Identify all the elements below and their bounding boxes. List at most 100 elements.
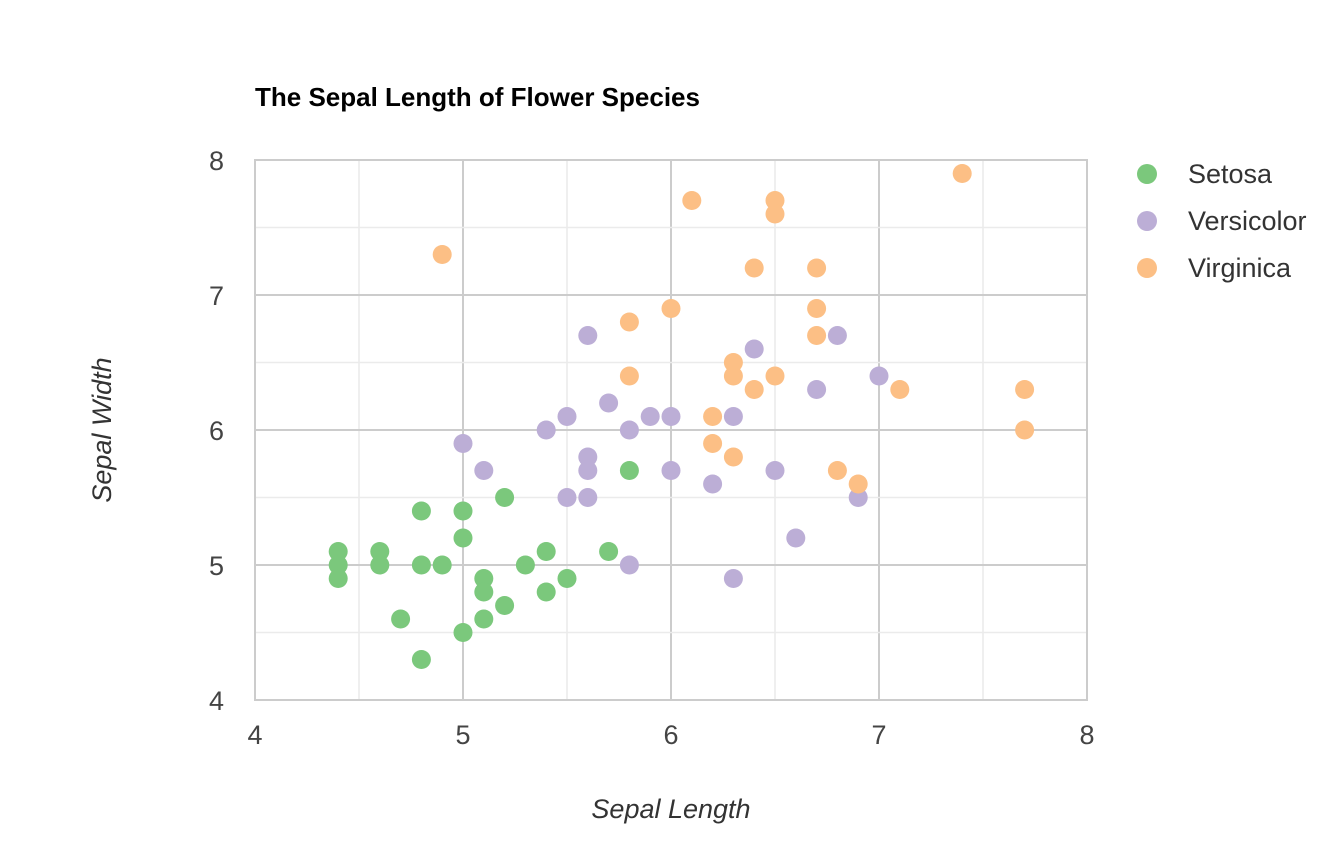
data-point-versicolor — [640, 407, 660, 426]
data-point-versicolor — [661, 407, 681, 426]
data-point-setosa — [370, 542, 390, 561]
data-point-versicolor — [453, 434, 473, 453]
data-point-versicolor — [599, 393, 619, 413]
y-tick-label: 5 — [209, 551, 224, 581]
data-point-setosa — [495, 488, 515, 507]
y-tick-label: 4 — [209, 686, 224, 716]
data-point-setosa — [515, 555, 535, 575]
data-point-versicolor — [578, 447, 598, 467]
data-point-virginica — [807, 326, 827, 345]
data-point-virginica — [703, 407, 723, 426]
data-point-versicolor — [765, 461, 785, 480]
data-point-virginica — [744, 258, 764, 278]
x-tick-label: 8 — [1079, 720, 1094, 750]
data-point-virginica — [619, 366, 639, 386]
data-point-versicolor — [786, 528, 806, 548]
data-point-virginica — [952, 164, 972, 183]
data-point-setosa — [328, 569, 348, 588]
data-point-virginica — [1015, 380, 1035, 399]
data-point-setosa — [536, 582, 556, 602]
data-point-versicolor — [807, 380, 827, 399]
legend-item-versicolor: Versicolor — [1137, 206, 1307, 236]
legend-label: Setosa — [1188, 159, 1273, 189]
data-point-versicolor — [619, 420, 639, 440]
data-point-setosa — [411, 650, 431, 669]
data-point-versicolor — [661, 461, 681, 480]
data-point-setosa — [411, 501, 431, 521]
data-point-versicolor — [703, 474, 723, 494]
data-point-versicolor — [578, 488, 598, 507]
legend-item-virginica: Virginica — [1137, 253, 1292, 283]
data-point-setosa — [453, 528, 473, 548]
data-point-virginica — [807, 299, 827, 318]
data-point-setosa — [328, 542, 348, 561]
data-point-versicolor — [474, 461, 494, 480]
data-point-versicolor — [578, 326, 598, 345]
data-point-virginica — [723, 447, 743, 467]
data-point-versicolor — [557, 488, 577, 507]
data-point-virginica — [765, 191, 785, 210]
data-point-setosa — [474, 582, 494, 602]
data-point-virginica — [723, 353, 743, 372]
y-tick-label: 8 — [209, 146, 224, 176]
data-point-virginica — [807, 258, 827, 278]
legend-item-setosa: Setosa — [1137, 159, 1273, 189]
series-versicolor — [453, 326, 889, 588]
data-point-versicolor — [848, 488, 868, 507]
plot-frame — [254, 159, 1088, 701]
data-point-versicolor — [723, 407, 743, 426]
x-tick-label: 7 — [871, 720, 886, 750]
data-point-setosa — [619, 461, 639, 480]
data-point-virginica — [744, 380, 764, 399]
data-point-setosa — [536, 542, 556, 561]
data-point-virginica — [619, 312, 639, 332]
x-tick-label: 5 — [455, 720, 470, 750]
data-point-virginica — [848, 474, 868, 494]
data-point-virginica — [682, 191, 702, 210]
data-point-setosa — [328, 555, 348, 575]
data-point-setosa — [495, 596, 515, 615]
legend-label: Virginica — [1188, 253, 1292, 283]
legend-label: Versicolor — [1188, 206, 1307, 236]
legend-marker — [1137, 164, 1157, 184]
data-point-setosa — [474, 609, 494, 629]
data-point-setosa — [599, 542, 619, 561]
y-tick-label: 6 — [209, 416, 224, 446]
data-point-setosa — [370, 555, 390, 575]
legend-marker — [1137, 258, 1157, 278]
data-point-versicolor — [869, 366, 889, 386]
data-point-virginica — [827, 461, 847, 480]
data-point-virginica — [703, 434, 723, 453]
x-tick-label: 4 — [247, 720, 262, 750]
data-point-setosa — [453, 623, 473, 642]
data-point-versicolor — [578, 461, 598, 480]
plot-grid — [254, 159, 1088, 701]
data-point-virginica — [432, 245, 452, 264]
data-point-versicolor — [827, 326, 847, 345]
chart-title: The Sepal Length of Flower Species — [255, 82, 700, 112]
data-point-virginica — [723, 366, 743, 386]
x-axis-label: Sepal Length — [591, 794, 750, 824]
series-setosa — [328, 461, 639, 669]
y-tick-label: 7 — [209, 281, 224, 311]
data-point-versicolor — [557, 407, 577, 426]
x-tick-label: 6 — [663, 720, 678, 750]
data-point-versicolor — [619, 555, 639, 575]
data-point-setosa — [391, 609, 411, 629]
x-tick-labels: 4 5 6 7 8 — [247, 720, 1094, 750]
data-point-virginica — [890, 380, 910, 399]
data-point-virginica — [765, 204, 785, 224]
data-point-versicolor — [536, 420, 556, 440]
data-point-virginica — [765, 366, 785, 386]
data-point-setosa — [474, 569, 494, 588]
data-point-virginica — [661, 299, 681, 318]
series-virginica — [432, 164, 1035, 494]
data-point-versicolor — [723, 569, 743, 588]
data-points — [328, 164, 1035, 669]
legend: Setosa Versicolor Virginica — [1137, 159, 1307, 283]
data-point-virginica — [1015, 420, 1035, 440]
data-point-setosa — [432, 555, 452, 575]
data-point-setosa — [453, 501, 473, 521]
data-point-setosa — [411, 555, 431, 575]
